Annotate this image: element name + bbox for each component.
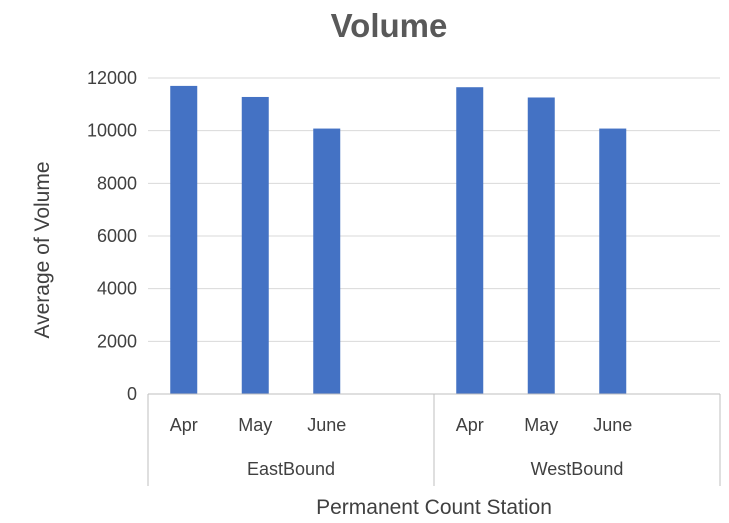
x-axis-title: Permanent Count Station (316, 496, 552, 519)
y-tick-label: 8000 (97, 173, 137, 193)
bar-eastbound-june (313, 128, 341, 394)
y-tick-label: 6000 (97, 226, 137, 246)
x-category-label: June (593, 415, 632, 435)
bar-eastbound-may (241, 96, 269, 395)
x-category-label: May (524, 415, 558, 435)
gridlines (148, 77, 720, 342)
y-tick-label: 0 (127, 384, 137, 404)
x-category-label: Apr (170, 415, 198, 435)
y-axis-tick-labels: 0 2000 4000 6000 8000 10000 12000 (87, 68, 137, 404)
y-tick-label: 4000 (97, 279, 137, 299)
x-group-label: WestBound (531, 459, 624, 479)
y-axis-title: Average of Volume (31, 161, 54, 338)
x-group-label: EastBound (247, 459, 335, 479)
x-category-label: May (238, 415, 272, 435)
chart-title: Volume (331, 7, 448, 44)
bar-westbound-apr (456, 87, 484, 394)
x-axis: Apr May June EastBound Apr May June WestBound (147, 393, 721, 486)
bar-eastbound-apr (170, 85, 198, 395)
y-tick-label: 2000 (97, 331, 137, 351)
y-tick-label: 12000 (87, 68, 137, 88)
bar-westbound-may (527, 97, 555, 394)
y-tick-label: 10000 (87, 121, 137, 141)
bar-westbound-june (599, 128, 627, 394)
bars (170, 85, 627, 395)
x-category-label: Apr (456, 415, 484, 435)
x-category-label: June (307, 415, 346, 435)
